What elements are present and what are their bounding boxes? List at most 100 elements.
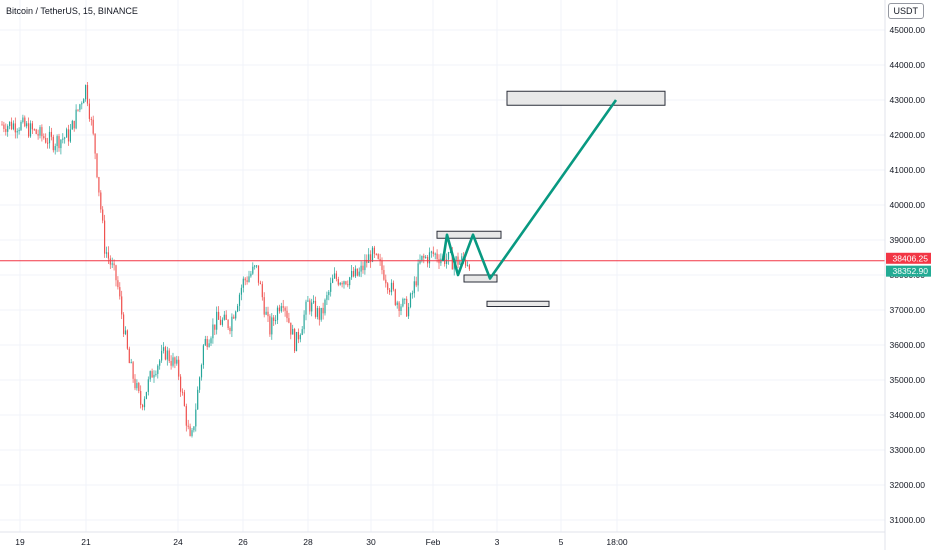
candle-body (212, 324, 214, 339)
candle-body (465, 260, 467, 266)
candle-body (259, 282, 261, 285)
candle-body (328, 291, 330, 296)
candle-body (295, 332, 298, 352)
time-axis[interactable]: 19 21 24 26 28 30 Feb 3 5 18:00 (15, 537, 628, 547)
candle-body (73, 120, 75, 129)
time-tick-label: 26 (238, 537, 248, 547)
candle-body (149, 371, 151, 380)
candle-body (446, 259, 448, 265)
symbol-title: Bitcoin / TetherUS, 15, BINANCE (6, 6, 138, 16)
candle-body (385, 279, 387, 284)
candle-body (271, 317, 273, 335)
zone-box[interactable] (436, 230, 502, 239)
candle-body (104, 220, 106, 254)
candle-body (147, 379, 149, 392)
price-tag-label: 38352.90 (893, 266, 929, 276)
candle-body (153, 374, 155, 378)
candle-body (278, 307, 280, 312)
price-tag-label: 38406.25 (893, 253, 929, 263)
candle-body (98, 177, 100, 193)
candle-body (427, 256, 429, 264)
candle-body (240, 287, 242, 295)
currency-button[interactable]: USDT (887, 3, 924, 19)
candle-body (423, 255, 425, 258)
candle-body (257, 265, 260, 283)
candle-body (248, 276, 250, 282)
candle-body (375, 253, 377, 255)
candle-body (330, 282, 332, 292)
zone-rectangles[interactable] (436, 90, 666, 307)
candle-body (276, 307, 279, 321)
zone-box[interactable] (506, 90, 666, 106)
candle-body (250, 273, 252, 277)
candle-body (86, 85, 89, 104)
candle-body (436, 253, 438, 260)
zone-box[interactable] (463, 274, 498, 283)
candle-body (119, 287, 121, 297)
candle-body (132, 362, 134, 379)
price-tag-bg (886, 265, 931, 277)
candle-body (221, 319, 223, 325)
price-tick-label: 34000.00 (890, 410, 926, 420)
price-tick-label: 45000.00 (890, 25, 926, 35)
candle-body (96, 153, 98, 178)
candle-body (381, 260, 383, 271)
time-tick-label: 5 (559, 537, 564, 547)
projection-line[interactable] (441, 99, 618, 280)
candle-body (261, 284, 263, 298)
candle-body (52, 136, 54, 151)
candle-body (206, 338, 208, 347)
candle-body (219, 319, 222, 325)
candle-body (434, 253, 436, 255)
candle-body (352, 271, 355, 277)
candle-body (77, 109, 79, 111)
candle-body (246, 280, 248, 282)
candle-body (9, 121, 11, 127)
candle-body (202, 345, 204, 365)
candle-body (105, 252, 108, 254)
candle-body (349, 277, 351, 286)
candle-body (66, 129, 68, 138)
candle-body (185, 406, 187, 426)
candle-body (83, 99, 85, 104)
candle-body (311, 302, 313, 312)
candle-body (288, 318, 290, 323)
candle-body (183, 392, 185, 407)
candle-body (362, 265, 364, 271)
candle-body (31, 123, 33, 130)
candle-body (178, 359, 180, 377)
candle-body (307, 300, 309, 302)
candle-body (345, 281, 347, 285)
candle-body (35, 129, 37, 134)
candle-body (14, 123, 16, 133)
candle-body (197, 389, 199, 410)
candle-body (218, 311, 220, 320)
candle-body (41, 127, 43, 137)
projection-path[interactable] (441, 99, 618, 280)
candle-body (301, 329, 303, 335)
candle-body (60, 139, 62, 149)
candle-body (75, 109, 77, 129)
candle-body (265, 311, 267, 315)
candle-body (432, 251, 434, 255)
time-tick-label: 19 (15, 537, 25, 547)
candle-body (389, 289, 391, 293)
candle-body (322, 307, 324, 314)
candle-body (356, 268, 358, 276)
candle-body (387, 283, 389, 290)
candle-body (233, 316, 235, 319)
candle-body (305, 301, 307, 315)
candle-body (140, 391, 142, 405)
candle-body (341, 283, 343, 285)
candle-body (124, 330, 127, 335)
candle-body (229, 328, 231, 332)
candle-body (324, 299, 326, 314)
candle-body (417, 263, 419, 286)
candle-body (126, 330, 128, 349)
candle-body (318, 308, 320, 320)
zone-box[interactable] (486, 300, 550, 307)
candle-body (419, 260, 421, 264)
candle-body (409, 293, 412, 308)
candle-body (208, 343, 210, 347)
